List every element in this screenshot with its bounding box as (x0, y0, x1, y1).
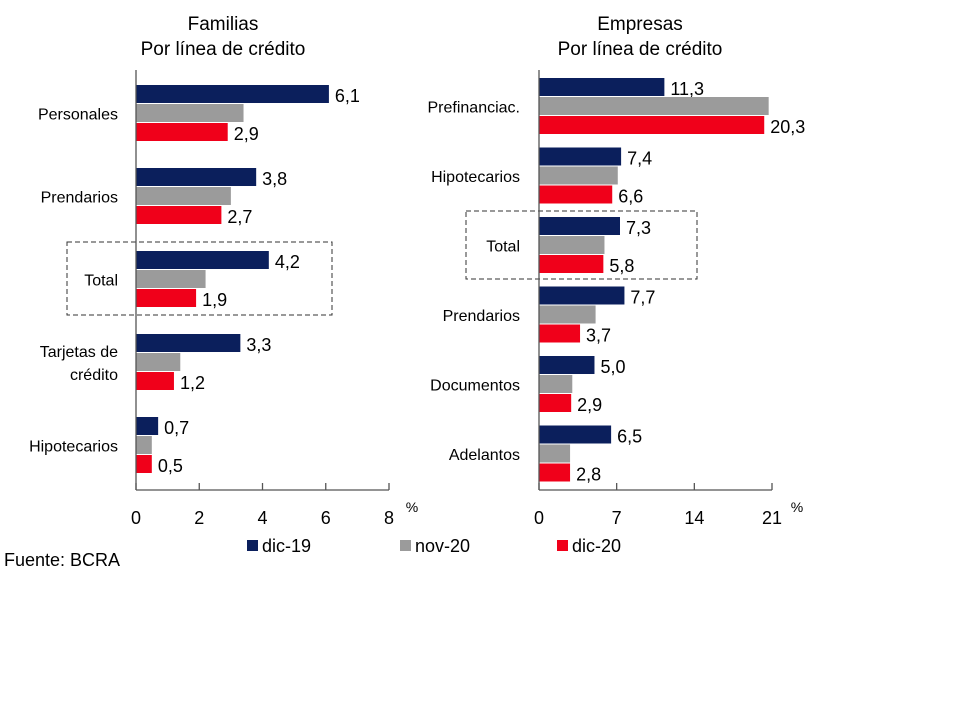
empresas-data-label: 11,3 (670, 79, 704, 99)
familias-data-label: 2,9 (234, 124, 259, 144)
familias-bar-dic-20 (136, 455, 152, 473)
empresas-data-label: 2,9 (577, 395, 602, 415)
empresas-x-tick-label: 21 (762, 508, 782, 528)
familias-bar-dic-19 (136, 251, 269, 269)
empresas-data-label: 7,4 (627, 149, 652, 169)
empresas-data-label: 3,7 (586, 326, 611, 346)
familias-bar-nov-20 (136, 436, 152, 454)
empresas-category-label: Documentos (430, 378, 520, 395)
source-note: Fuente: BCRA (4, 550, 120, 570)
empresas-bar-dic-19 (539, 356, 595, 374)
familias-data-label: 1,2 (180, 373, 205, 393)
familias-bar-dic-20 (136, 289, 197, 307)
empresas-bar-dic-20 (539, 463, 571, 482)
empresas-data-label: 5,8 (609, 256, 634, 276)
familias-category-label: Hipotecarios (29, 439, 118, 456)
empresas-bar-dic-20 (539, 255, 604, 273)
familias-bar-dic-20 (136, 206, 222, 224)
empresas-x-tick-label: 7 (612, 508, 622, 528)
empresas-bar-dic-19 (539, 425, 612, 444)
familias-data-label: 0,7 (164, 418, 189, 438)
familias-data-label: 4,2 (275, 252, 300, 272)
empresas-data-label: 6,5 (617, 427, 642, 447)
familias-x-unit-label: % (406, 499, 418, 515)
empresas-bar-dic-19 (539, 217, 620, 235)
familias-data-label: 0,5 (158, 456, 183, 476)
empresas-data-label: 6,6 (618, 187, 643, 207)
familias-data-label: 6,1 (335, 86, 360, 106)
empresas-bar-nov-20 (539, 375, 573, 393)
empresas-data-label: 7,3 (626, 218, 651, 238)
empresas-data-label: 2,8 (576, 465, 601, 485)
empresas-data-label: 5,0 (600, 357, 625, 377)
familias-bar-nov-20 (136, 104, 244, 122)
familias-bar-dic-19 (136, 334, 241, 352)
familias-bar-dic-20 (136, 372, 174, 390)
empresas-x-tick-label: 0 (534, 508, 544, 528)
familias-category-label: crédito (70, 367, 118, 384)
empresas-chart-title: Empresas (597, 14, 683, 35)
empresas-chart-subtitle: Por línea de crédito (558, 39, 723, 60)
familias-data-label: 1,9 (202, 290, 227, 310)
familias-x-tick-label: 6 (321, 508, 331, 528)
familias-chart-title: Familias (188, 14, 259, 35)
familias-x-tick-label: 0 (131, 508, 141, 528)
legend-swatch-dic-19 (247, 540, 258, 551)
familias-category-label: Total (84, 273, 118, 290)
empresas-bar-dic-20 (539, 324, 581, 343)
empresas-category-label: Prefinanciac. (428, 100, 521, 117)
familias-bar-dic-20 (136, 123, 228, 141)
empresas-data-label: 7,7 (630, 288, 655, 308)
familias-chart-subtitle: Por línea de crédito (141, 39, 306, 60)
legend-swatch-dic-20 (557, 540, 568, 551)
familias-data-label: 3,8 (262, 169, 287, 189)
familias-x-tick-label: 2 (194, 508, 204, 528)
familias-x-tick-label: 4 (257, 508, 267, 528)
legend-label-dic-20: dic-20 (572, 536, 621, 556)
familias-bar-nov-20 (136, 187, 231, 205)
legend-label-nov-20: nov-20 (415, 536, 470, 556)
legend-label-dic-19: dic-19 (262, 536, 311, 556)
empresas-bar-dic-19 (539, 147, 622, 166)
empresas-category-label: Adelantos (449, 447, 520, 464)
empresas-x-unit-label: % (791, 499, 803, 515)
familias-x-tick-label: 8 (384, 508, 394, 528)
empresas-bar-dic-20 (539, 394, 572, 412)
empresas-x-tick-label: 14 (684, 508, 704, 528)
empresas-bar-nov-20 (539, 444, 571, 463)
empresas-total-highlight-box (465, 210, 698, 280)
empresas-bar-dic-19 (539, 78, 665, 96)
familias-data-label: 3,3 (246, 335, 271, 355)
empresas-bar-nov-20 (539, 305, 596, 324)
empresas-data-label: 20,3 (770, 117, 805, 137)
familias-category-label: Tarjetas de (40, 344, 118, 361)
familias-bar-dic-19 (136, 168, 257, 186)
familias-bar-dic-19 (136, 417, 159, 435)
empresas-bar-nov-20 (539, 236, 605, 254)
empresas-category-label: Prendarios (443, 308, 520, 325)
familias-bar-dic-19 (136, 85, 329, 103)
familias-bar-nov-20 (136, 353, 181, 371)
empresas-bar-nov-20 (539, 97, 769, 115)
familias-total-highlight-box (66, 241, 333, 316)
empresas-bar-nov-20 (539, 166, 618, 185)
empresas-bar-dic-20 (539, 116, 765, 134)
familias-data-label: 2,7 (227, 207, 252, 227)
empresas-bar-dic-20 (539, 185, 613, 204)
empresas-category-label: Hipotecarios (431, 169, 520, 186)
familias-bar-nov-20 (136, 270, 206, 288)
legend-swatch-nov-20 (400, 540, 411, 551)
familias-category-label: Prendarios (41, 190, 118, 207)
familias-category-label: Personales (38, 107, 118, 124)
empresas-bar-dic-19 (539, 286, 625, 305)
empresas-category-label: Total (486, 239, 520, 256)
